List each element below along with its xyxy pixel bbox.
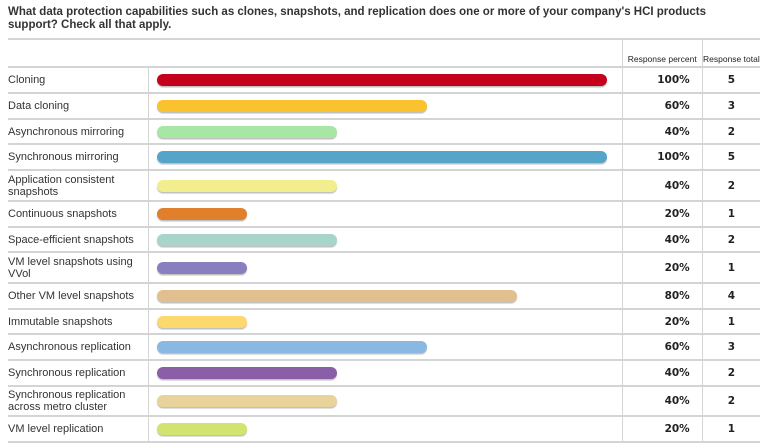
row-bar-cell: [148, 119, 623, 145]
row-bar-cell: [148, 93, 623, 120]
row-bar-cell: [148, 201, 623, 228]
header-response-percent: Response percent: [622, 38, 703, 68]
results-table: Response percent Response total Cloning 1…: [8, 38, 760, 443]
response-bar: [156, 395, 337, 407]
response-bar: [156, 100, 427, 112]
row-response-total: 5: [702, 144, 760, 171]
table-row: Immutable snapshots 20% 1: [8, 309, 760, 335]
response-bar: [156, 125, 337, 138]
row-response-percent: 40%: [622, 227, 703, 253]
response-bar: [156, 315, 247, 328]
row-bar-cell: [148, 309, 623, 335]
table-row: Asynchronous mirroring 40% 2: [8, 119, 760, 145]
row-response-total: 3: [702, 334, 760, 361]
row-response-total: 4: [702, 283, 760, 310]
row-label: Immutable snapshots: [8, 309, 149, 335]
header-row: Response percent Response total: [8, 38, 760, 68]
row-bar-cell: [148, 416, 623, 443]
row-bar-cell: [148, 67, 623, 94]
row-response-total: 1: [702, 416, 760, 443]
response-bar: [156, 151, 607, 163]
row-response-percent: 60%: [622, 334, 703, 361]
row-response-total: 1: [702, 252, 760, 284]
table-row: Other VM level snapshots 80% 4: [8, 283, 760, 310]
table-row: Application consistent snapshots 40% 2: [8, 170, 760, 202]
table-row: Synchronous replication across metro clu…: [8, 386, 760, 417]
row-label: VM level replication: [8, 416, 149, 443]
row-label: VM level snapshots using VVol: [8, 252, 149, 284]
row-bar-cell: [148, 283, 623, 310]
question-title: What data protection capabilities such a…: [8, 6, 706, 31]
response-bar: [156, 367, 337, 379]
response-bar: [156, 261, 247, 274]
row-label: Data cloning: [8, 93, 149, 120]
row-bar-cell: [148, 252, 623, 284]
row-response-total: 2: [702, 386, 760, 417]
row-response-percent: 20%: [622, 416, 703, 443]
table-row: Data cloning 60% 3: [8, 93, 760, 120]
row-response-percent: 40%: [622, 386, 703, 417]
row-bar-cell: [148, 227, 623, 253]
response-bar: [156, 208, 247, 220]
row-label: Continuous snapshots: [8, 201, 149, 228]
row-response-total: 2: [702, 170, 760, 202]
table-row: Synchronous replication 40% 2: [8, 360, 760, 387]
response-bar: [156, 74, 607, 86]
row-response-percent: 60%: [622, 93, 703, 120]
header-bar: [148, 38, 623, 68]
table-row: Asynchronous replication 60% 3: [8, 334, 760, 361]
response-bar: [156, 341, 427, 353]
row-response-total: 1: [702, 309, 760, 335]
row-response-total: 3: [702, 93, 760, 120]
row-bar-cell: [148, 144, 623, 171]
row-label: Application consistent snapshots: [8, 170, 149, 202]
table-row: VM level snapshots using VVol 20% 1: [8, 252, 760, 284]
row-response-total: 2: [702, 227, 760, 253]
row-bar-cell: [148, 360, 623, 387]
row-label: Asynchronous mirroring: [8, 119, 149, 145]
row-label: Asynchronous replication: [8, 334, 149, 361]
row-response-total: 5: [702, 67, 760, 94]
row-bar-cell: [148, 170, 623, 202]
row-response-percent: 100%: [622, 144, 703, 171]
response-bar: [156, 423, 247, 435]
table-row: VM level replication 20% 1: [8, 416, 760, 443]
row-response-total: 1: [702, 201, 760, 228]
response-bar: [156, 179, 337, 192]
row-label: Cloning: [8, 67, 149, 94]
row-response-percent: 20%: [622, 201, 703, 228]
row-label: Other VM level snapshots: [8, 283, 149, 310]
row-response-percent: 40%: [622, 119, 703, 145]
row-response-percent: 40%: [622, 360, 703, 387]
row-bar-cell: [148, 386, 623, 417]
row-response-percent: 100%: [622, 67, 703, 94]
table-row: Space-efficient snapshots 40% 2: [8, 227, 760, 253]
row-response-total: 2: [702, 119, 760, 145]
row-response-percent: 20%: [622, 309, 703, 335]
table-row: Continuous snapshots 20% 1: [8, 201, 760, 228]
row-bar-cell: [148, 334, 623, 361]
row-response-percent: 80%: [622, 283, 703, 310]
row-response-percent: 40%: [622, 170, 703, 202]
response-bar: [156, 233, 337, 246]
row-label: Synchronous replication across metro clu…: [8, 386, 149, 417]
row-label: Synchronous mirroring: [8, 144, 149, 171]
row-label: Synchronous replication: [8, 360, 149, 387]
row-label: Space-efficient snapshots: [8, 227, 149, 253]
table-row: Cloning 100% 5: [8, 67, 760, 94]
header-label: [8, 38, 149, 68]
table-row: Synchronous mirroring 100% 5: [8, 144, 760, 171]
header-response-total: Response total: [702, 38, 760, 68]
response-bar: [156, 290, 517, 302]
row-response-total: 2: [702, 360, 760, 387]
row-response-percent: 20%: [622, 252, 703, 284]
